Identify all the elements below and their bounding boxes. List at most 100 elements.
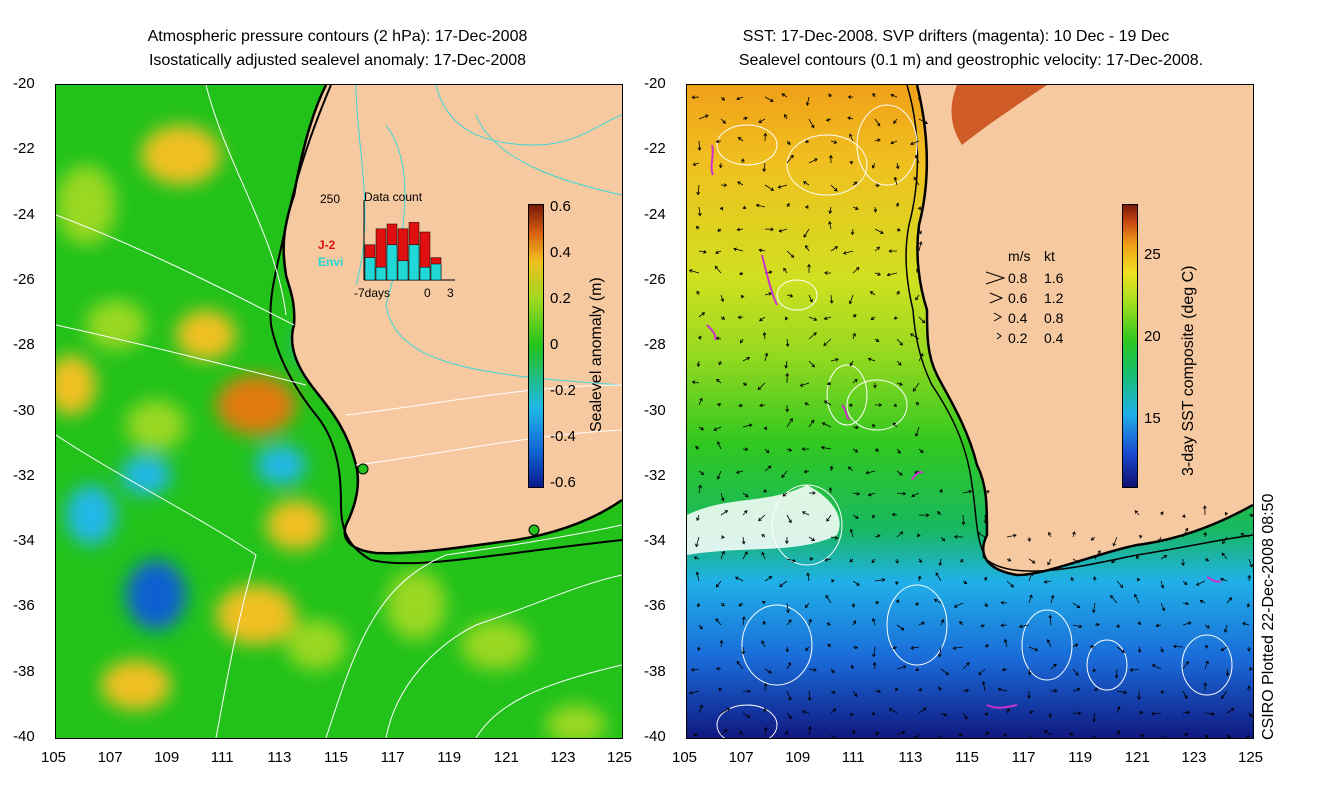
- velocity-arrow: [720, 510, 729, 516]
- velocity-arrow: [742, 356, 751, 362]
- velocity-arrow: [874, 403, 883, 407]
- velocity-arrow: [1116, 705, 1121, 714]
- tide-gauge-marker[interactable]: [528, 524, 540, 536]
- velocity-arrow: [808, 118, 815, 129]
- right-lat-tick: -34: [644, 532, 666, 550]
- velocity-arrow: [1070, 577, 1075, 582]
- velocity-arrow: [893, 118, 898, 124]
- velocity-arrow: [759, 403, 766, 408]
- velocity-arrow: [734, 576, 744, 582]
- velocity-arrow: [764, 184, 775, 191]
- velocity-arrow: [873, 206, 878, 213]
- right-lat-tick: -26: [644, 270, 666, 288]
- velocity-arrow: [1028, 558, 1036, 564]
- velocity-arrow: [695, 571, 700, 582]
- right-lon-tick: 125: [1238, 749, 1264, 766]
- velocity-arrow: [786, 154, 794, 164]
- velocity-arrow: [719, 206, 724, 211]
- velocity-arrow: [849, 558, 854, 563]
- velocity-arrow: [1248, 712, 1253, 718]
- velocity-arrow: [715, 618, 722, 626]
- right-lat-tick: -22: [644, 140, 666, 158]
- velocity-arrow: [910, 333, 920, 340]
- velocity-arrow: [1151, 664, 1162, 670]
- velocity-arrow: [910, 646, 920, 650]
- velocity-arrow: [764, 576, 773, 582]
- velocity-arrow: [871, 711, 876, 715]
- right-lat-tick: -40: [644, 728, 666, 745]
- velocity-arrow: [915, 401, 920, 406]
- velocity-arrow: [960, 558, 964, 563]
- velocity-arrow: [764, 352, 769, 362]
- velocity-arrow: [1028, 710, 1034, 715]
- coastline: [282, 85, 622, 555]
- left-lat-tick: -20: [13, 75, 35, 92]
- velocity-arrow: [720, 535, 725, 539]
- velocity-arrow: [786, 140, 791, 146]
- velocity-arrow: [720, 294, 725, 303]
- velocity-arrow: [830, 140, 838, 144]
- velocity-arrow: [808, 536, 816, 541]
- velocity-arrow: [874, 600, 880, 605]
- velocity-arrow: [1226, 708, 1235, 714]
- velocity-arrow: [826, 622, 832, 626]
- inset-bar-envi: [408, 244, 420, 281]
- right-lat-tick: -32: [644, 466, 666, 484]
- velocity-arrow: [1199, 599, 1206, 604]
- velocity-arrow: [763, 488, 767, 494]
- sst-colorbar: [1122, 204, 1138, 488]
- velocity-arrow: [1114, 668, 1119, 679]
- velocity-arrow: [874, 183, 880, 188]
- velocity-arrow: [821, 422, 832, 428]
- velocity-arrow: [716, 441, 722, 450]
- velocity-arrow: [1006, 708, 1010, 714]
- velocity-arrow: [692, 162, 700, 166]
- velocity-arrow: [1160, 734, 1166, 738]
- cloud-mask: [687, 485, 840, 555]
- velocity-arrow: [714, 265, 722, 274]
- velocity-arrow: [917, 206, 921, 211]
- velocity-arrow: [1018, 624, 1030, 629]
- velocity-arrow: [896, 491, 907, 496]
- velocity-arrow: [786, 602, 790, 614]
- velocity-arrow: [886, 272, 898, 277]
- velocity-arrow: [850, 712, 854, 717]
- velocity-arrow: [937, 734, 942, 738]
- velocity-arrow: [895, 202, 900, 208]
- left-lat-tick: -38: [13, 662, 35, 680]
- sst-map[interactable]: [686, 84, 1254, 739]
- velocity-arrow: [1182, 710, 1190, 715]
- inset-bar-envi: [375, 266, 387, 281]
- right-lon-tick: 115: [955, 749, 979, 766]
- velocity-arrow: [1182, 527, 1189, 538]
- velocity-arrow: [895, 599, 900, 604]
- tide-gauge-marker[interactable]: [357, 463, 369, 475]
- cbar-right-tick: 25: [1144, 246, 1161, 263]
- velocity-arrow: [1247, 646, 1251, 652]
- velocity-arrow: [733, 247, 744, 252]
- velocity-arrow: [741, 616, 746, 626]
- velocity-arrow: [1226, 597, 1233, 604]
- sst-colorbar-label: 3-day SST composite (deg C): [1180, 265, 1197, 476]
- inset-series-j2: J-2: [318, 238, 336, 252]
- velocity-arrow: [715, 666, 722, 671]
- velocity-arrow: [823, 400, 832, 406]
- velocity-arrow: [808, 332, 817, 340]
- velocity-arrow: [1248, 558, 1253, 568]
- velocity-arrow: [849, 133, 854, 142]
- velocity-arrow: [852, 514, 859, 519]
- velocity-arrow: [715, 580, 722, 588]
- velocity-arrow: [1220, 646, 1228, 651]
- velocity-arrow: [874, 689, 882, 694]
- velocity-arrow: [808, 667, 817, 672]
- left-lon-tick: 109: [154, 749, 180, 766]
- velocity-arrow: [786, 203, 790, 208]
- velocity-arrow: [742, 712, 751, 718]
- velocity-arrow: [698, 114, 709, 120]
- velocity-arrow: [852, 314, 857, 318]
- velocity-arrow: [935, 572, 942, 582]
- velocity-arrow: [762, 620, 767, 626]
- velocity-arrow: [805, 646, 810, 652]
- left-title-line1: Atmospheric pressure contours (2 hPa): 1…: [147, 28, 528, 45]
- velocity-arrow: [828, 487, 833, 494]
